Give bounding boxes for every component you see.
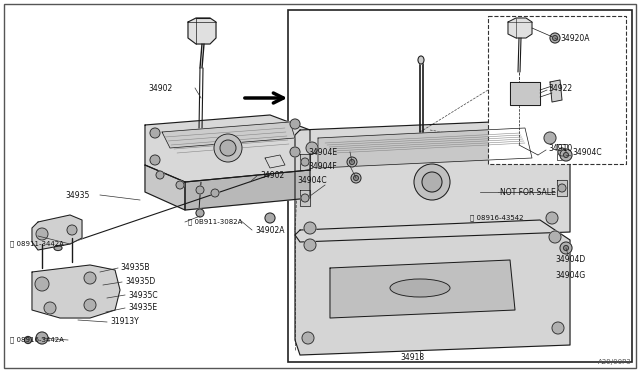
Polygon shape [145,165,185,210]
Circle shape [552,322,564,334]
Circle shape [302,332,314,344]
Polygon shape [300,154,310,170]
Circle shape [290,119,300,129]
Text: 34935: 34935 [65,190,90,199]
Circle shape [301,158,309,166]
Ellipse shape [390,279,450,297]
Circle shape [265,213,275,223]
Polygon shape [185,170,310,210]
Circle shape [196,186,204,194]
Circle shape [156,171,164,179]
Circle shape [349,160,355,164]
Circle shape [353,176,358,180]
Text: 34935C: 34935C [128,291,157,299]
Circle shape [290,147,300,157]
Circle shape [552,35,557,41]
Text: 34904D: 34904D [555,256,585,264]
Circle shape [220,140,236,156]
Text: 34904G: 34904G [555,270,585,279]
Text: NOT FOR SALE: NOT FOR SALE [500,187,556,196]
Circle shape [544,132,556,144]
Circle shape [301,194,309,202]
Text: 34920A: 34920A [560,33,589,42]
Circle shape [414,164,450,200]
Circle shape [560,242,572,254]
Circle shape [563,153,568,157]
Circle shape [550,33,560,43]
Circle shape [549,231,561,243]
Text: 34904F: 34904F [308,161,337,170]
Text: 34902: 34902 [260,170,284,180]
Bar [288,10,632,362]
Polygon shape [300,190,310,206]
Circle shape [36,332,48,344]
Polygon shape [557,180,567,196]
Circle shape [558,184,566,192]
Circle shape [150,155,160,165]
Text: Ⓝ 08911-3442A: Ⓝ 08911-3442A [10,241,64,247]
Polygon shape [510,82,540,105]
Text: 34922: 34922 [548,83,572,93]
Text: 34935E: 34935E [128,304,157,312]
Polygon shape [32,265,120,318]
Polygon shape [330,260,515,318]
Circle shape [44,302,56,314]
Circle shape [351,173,361,183]
Circle shape [84,272,96,284]
Circle shape [36,228,48,240]
Circle shape [214,134,242,162]
Circle shape [150,128,160,138]
Text: 34904C: 34904C [572,148,602,157]
Circle shape [304,222,316,234]
Polygon shape [295,220,570,355]
Polygon shape [508,18,532,38]
Text: Ⓟ 08916-3442A: Ⓟ 08916-3442A [10,337,64,343]
Polygon shape [318,128,532,168]
Circle shape [84,299,96,311]
Circle shape [546,212,558,224]
Circle shape [558,148,566,156]
Circle shape [176,181,184,189]
Text: 34910: 34910 [548,144,572,153]
Circle shape [563,246,568,250]
Circle shape [35,277,49,291]
Text: 34918: 34918 [400,353,424,362]
Text: A39/00P3: A39/00P3 [598,359,632,365]
Circle shape [422,172,442,192]
Ellipse shape [418,56,424,64]
Text: Ⓝ 0B911-3082A: Ⓝ 0B911-3082A [188,219,243,225]
Circle shape [211,189,219,197]
Polygon shape [162,122,295,148]
Text: 34904E: 34904E [308,148,337,157]
Polygon shape [32,215,82,250]
Polygon shape [295,120,570,242]
Text: 34904C: 34904C [297,176,326,185]
Bar [488,16,626,164]
Polygon shape [145,115,310,182]
Circle shape [196,209,204,217]
Circle shape [560,149,572,161]
Polygon shape [188,18,216,44]
Text: 34935D: 34935D [125,278,156,286]
Polygon shape [557,144,567,160]
Text: 34935B: 34935B [120,263,150,273]
Text: Ⓧ 08916-43542: Ⓧ 08916-43542 [470,215,524,221]
Circle shape [24,337,31,343]
Text: 31913Y: 31913Y [110,317,139,327]
Circle shape [67,225,77,235]
Text: 34902A: 34902A [255,225,285,234]
Text: 34902: 34902 [148,83,172,93]
Circle shape [347,157,357,167]
Circle shape [304,239,316,251]
Polygon shape [550,80,562,102]
Circle shape [306,142,318,154]
Ellipse shape [54,246,62,250]
